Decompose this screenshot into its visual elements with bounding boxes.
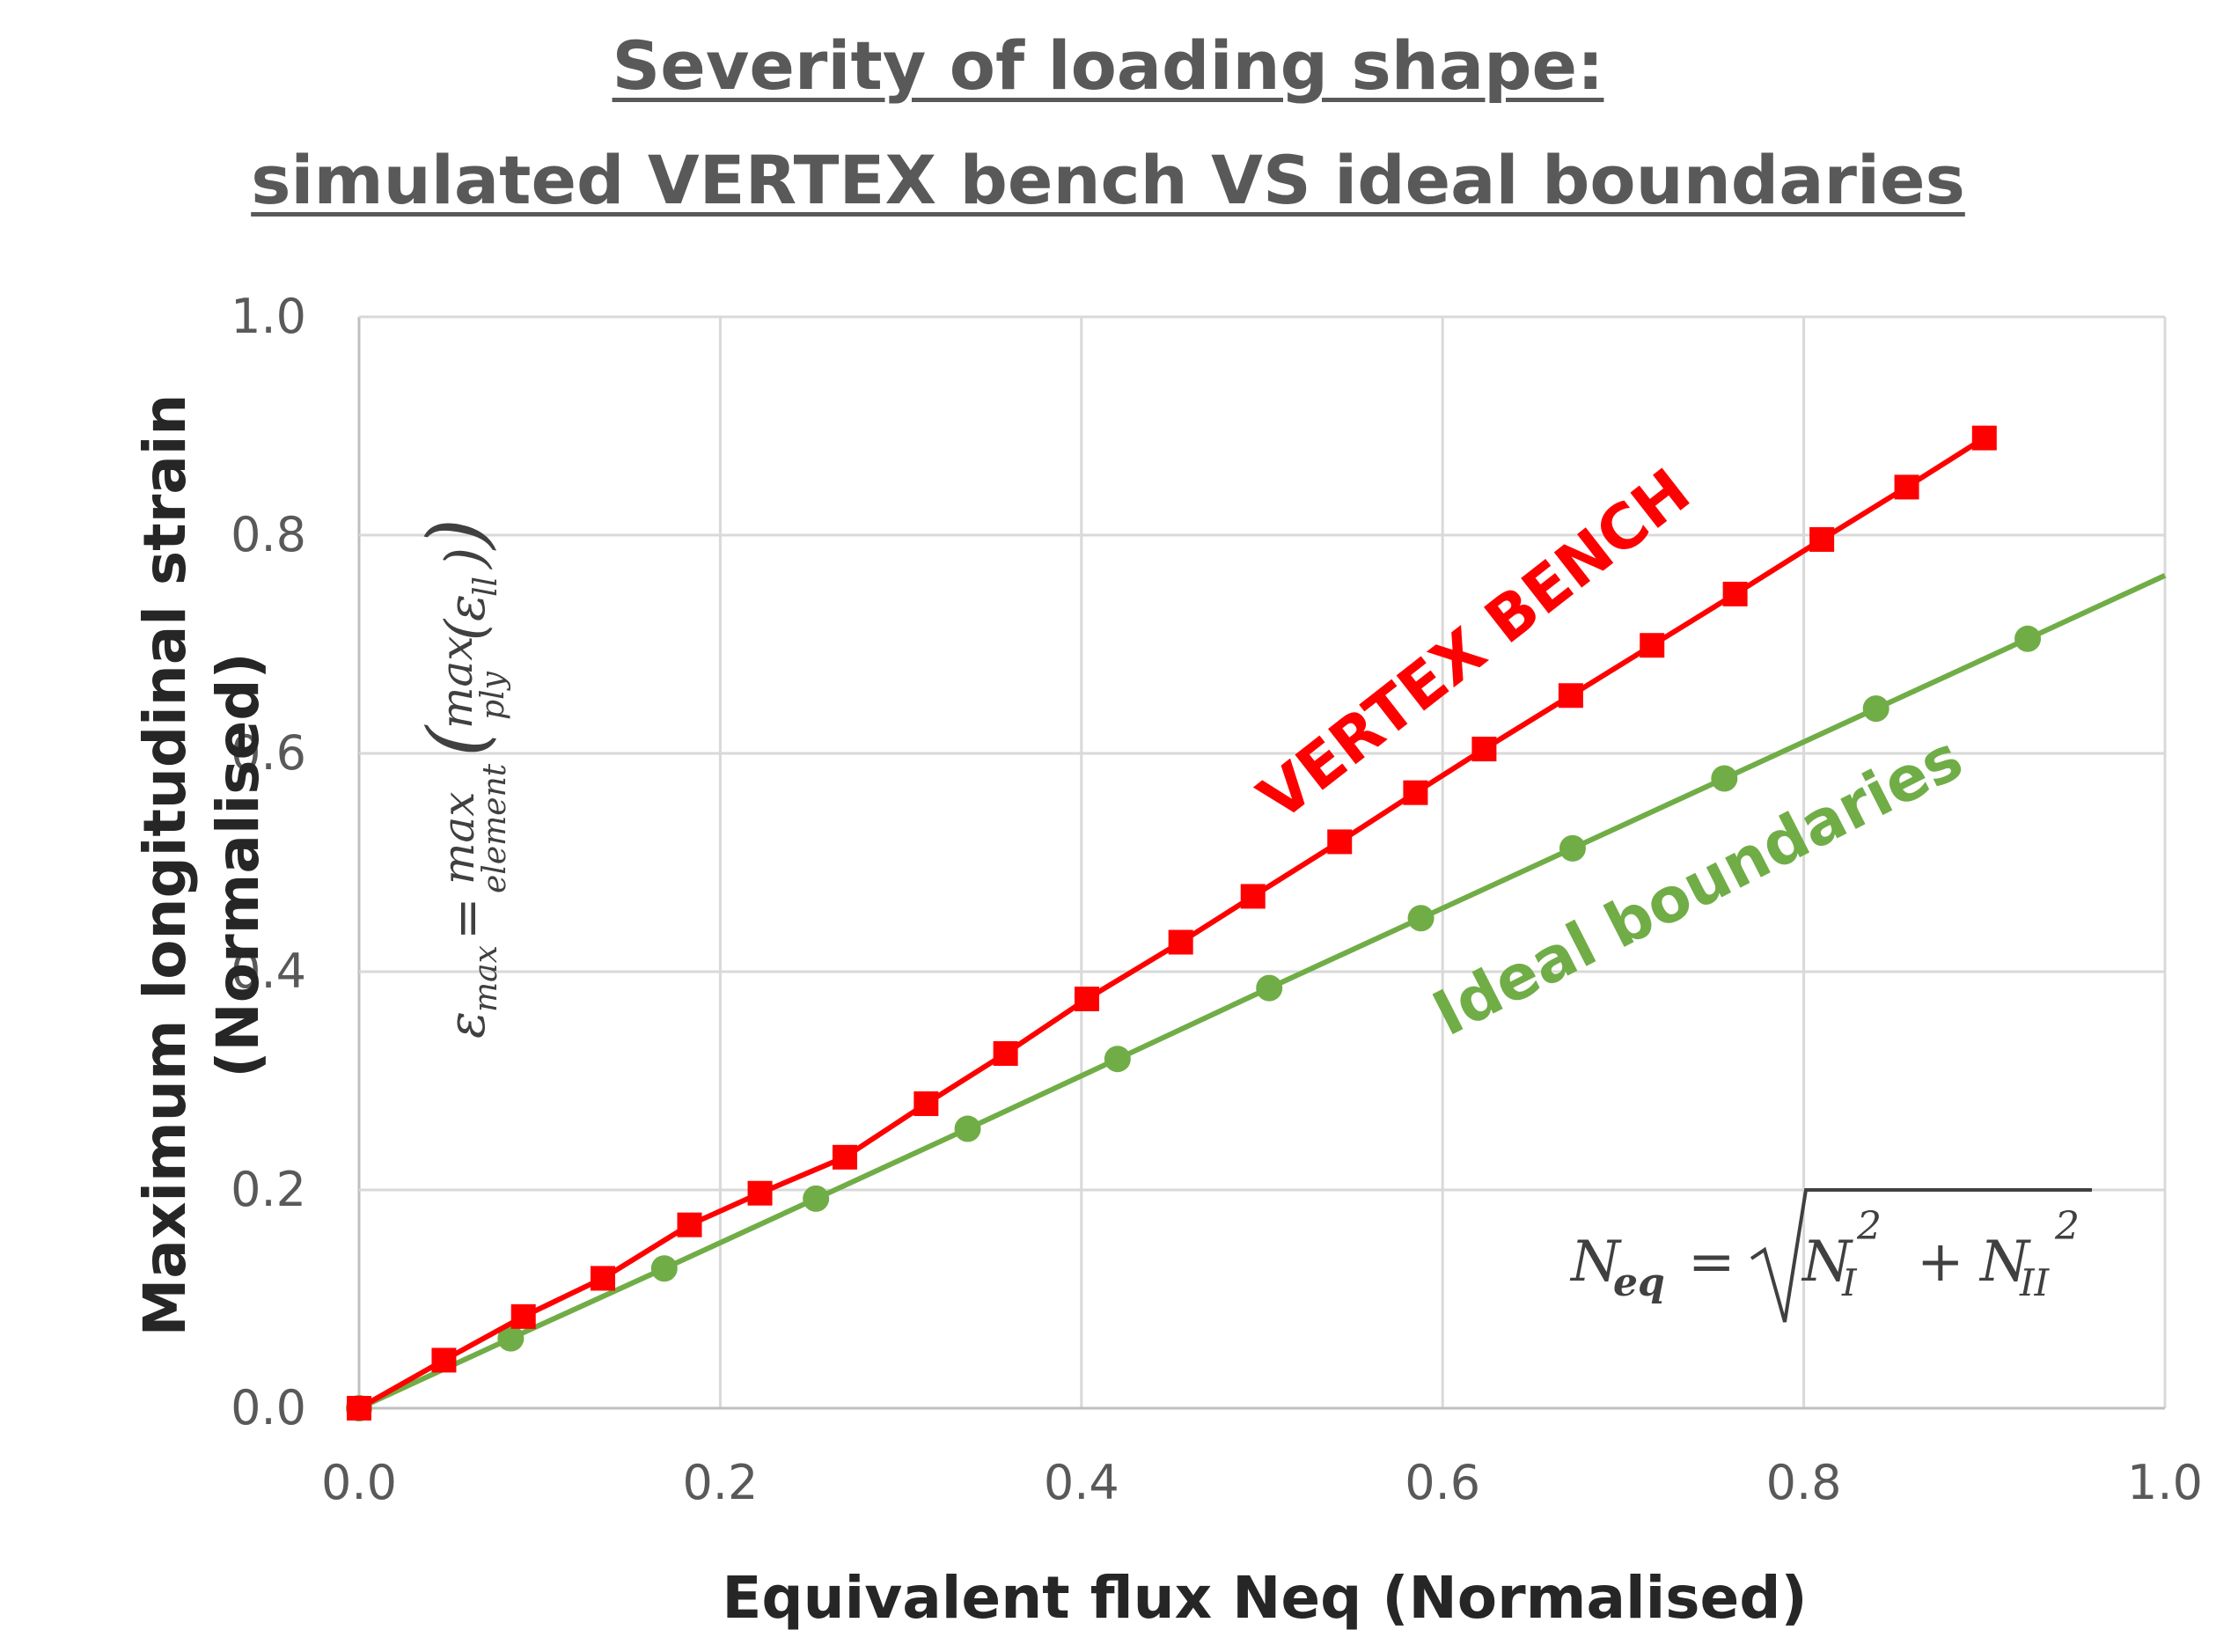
- x-tick-label: 1.0: [2127, 1455, 2203, 1510]
- tick-labels: 0.0 0.2 0.4 0.6 0.8 1.0 0.0 0.2 0.4 0.6 0.8 1.0: [231, 289, 2203, 1510]
- y-axis-title-line1: Maximum longitudinal strain: [131, 394, 199, 1337]
- strain-formula-inner-sub: ply: [475, 671, 511, 720]
- strain-formula-inner-max: max: [431, 636, 482, 729]
- flux-formula-lhs-sub: eq: [1613, 1260, 1665, 1305]
- series-layer: [346, 425, 2167, 1421]
- vertex-bench-point: [1074, 987, 1099, 1011]
- ideal-boundaries-point: [1256, 974, 1283, 1002]
- chart-subtitle: simulated VERTEX bench VS ideal boundari…: [251, 141, 1965, 219]
- ideal-boundaries-point: [954, 1115, 981, 1142]
- strain-formula-inner-paren-open: (: [433, 618, 497, 641]
- ideal-boundaries-point: [1862, 695, 1889, 723]
- flux-formula-n1-sub: I: [1841, 1261, 1858, 1304]
- gridlines: [357, 315, 2167, 1410]
- ideal-boundaries-point: [497, 1325, 525, 1352]
- ideal-boundaries-label: Ideal boundaries: [1421, 721, 1973, 1050]
- x-tick-label: 0.6: [1405, 1455, 1480, 1510]
- sqrt-sign: [1750, 1188, 2092, 1323]
- flux-formula-lhs: N: [1569, 1230, 1622, 1295]
- y-tick-label: 0.8: [231, 507, 306, 562]
- ideal-boundaries-point: [1711, 765, 1738, 792]
- x-tick-label: 0.2: [682, 1455, 758, 1510]
- vertex-bench-point: [1471, 737, 1497, 762]
- x-tick-label: 0.0: [321, 1455, 397, 1510]
- vertex-bench-point: [1809, 526, 1835, 552]
- strain-formula-lhs: ε: [437, 1011, 496, 1039]
- chart-title: Severity of loading shape:: [612, 26, 1604, 105]
- y-tick-label: 0.6: [231, 725, 306, 781]
- vertex-bench-point: [993, 1041, 1018, 1066]
- x-tick-label: 0.4: [1044, 1455, 1119, 1510]
- strain-formula-lhs-sub: max: [468, 945, 504, 1012]
- strain-formula-paren-open: (: [411, 724, 503, 757]
- vertex-bench-point: [914, 1091, 939, 1117]
- y-axis-title-line2: (Normalised): [204, 652, 272, 1077]
- y-tick-label: 0.2: [231, 1162, 306, 1217]
- flux-formula-n2: N: [1978, 1230, 2031, 1295]
- strain-formula-eps: ε: [437, 594, 496, 621]
- flux-formula-n2-sub: II: [2019, 1261, 2051, 1304]
- ideal-boundaries-point: [1407, 905, 1435, 932]
- flux-formula-exp1: 2: [1856, 1204, 1882, 1249]
- vertex-bench-point: [747, 1180, 773, 1206]
- vertex-bench-point: [1971, 425, 1997, 451]
- flux-formula-n1: N: [1801, 1230, 1853, 1295]
- vertex-bench-point: [510, 1303, 536, 1329]
- strain-formula: ε max = max element ( max ply ( ε ll ) ): [411, 518, 513, 1039]
- strain-formula-max: max: [433, 792, 484, 885]
- vertex-bench-point: [347, 1396, 371, 1421]
- ideal-boundaries-point: [1104, 1046, 1131, 1073]
- vertex-bench-point: [431, 1347, 457, 1373]
- flux-formula-exp2: 2: [2054, 1204, 2080, 1249]
- flux-formula-equals: =: [1688, 1230, 1735, 1295]
- flux-formula: N eq = N I 2 + N II 2: [1569, 1188, 2092, 1323]
- vertex-bench-point: [677, 1212, 702, 1237]
- strain-formula-max-sub: element: [477, 763, 513, 893]
- y-tick-label: 0.4: [231, 943, 306, 999]
- vertex-bench-point: [1894, 474, 1919, 500]
- strain-formula-paren-close: ): [411, 518, 503, 551]
- ideal-boundaries-point: [803, 1185, 830, 1212]
- vertex-bench-point: [1240, 884, 1266, 909]
- x-axis-title: Equivalent flux Neq (Normalised): [722, 1564, 1807, 1632]
- y-tick-label: 1.0: [231, 289, 306, 344]
- strain-formula-equals: =: [437, 897, 496, 940]
- flux-formula-plus: +: [1917, 1230, 1964, 1295]
- vertex-bench-label: VERTEX BENCH: [1245, 455, 1703, 835]
- vertex-bench-point: [591, 1266, 616, 1291]
- ideal-boundaries-point: [2014, 625, 2042, 652]
- vertex-bench-point: [1640, 633, 1665, 658]
- strain-formula-eps-sub: ll: [468, 576, 504, 597]
- vertex-bench-point: [832, 1144, 857, 1170]
- ideal-boundaries-point: [1559, 834, 1586, 862]
- strain-formula-inner-paren-close: ): [433, 547, 497, 570]
- vertex-bench-point: [1722, 581, 1748, 606]
- vertex-bench-point: [1168, 929, 1193, 955]
- vertex-bench-point: [1403, 780, 1428, 805]
- ideal-boundaries-point: [650, 1255, 678, 1282]
- vertex-bench-point: [1558, 683, 1583, 709]
- vertex-bench-point: [1327, 829, 1353, 855]
- y-tick-label: 0.0: [231, 1380, 306, 1435]
- x-tick-label: 0.8: [1766, 1455, 1842, 1510]
